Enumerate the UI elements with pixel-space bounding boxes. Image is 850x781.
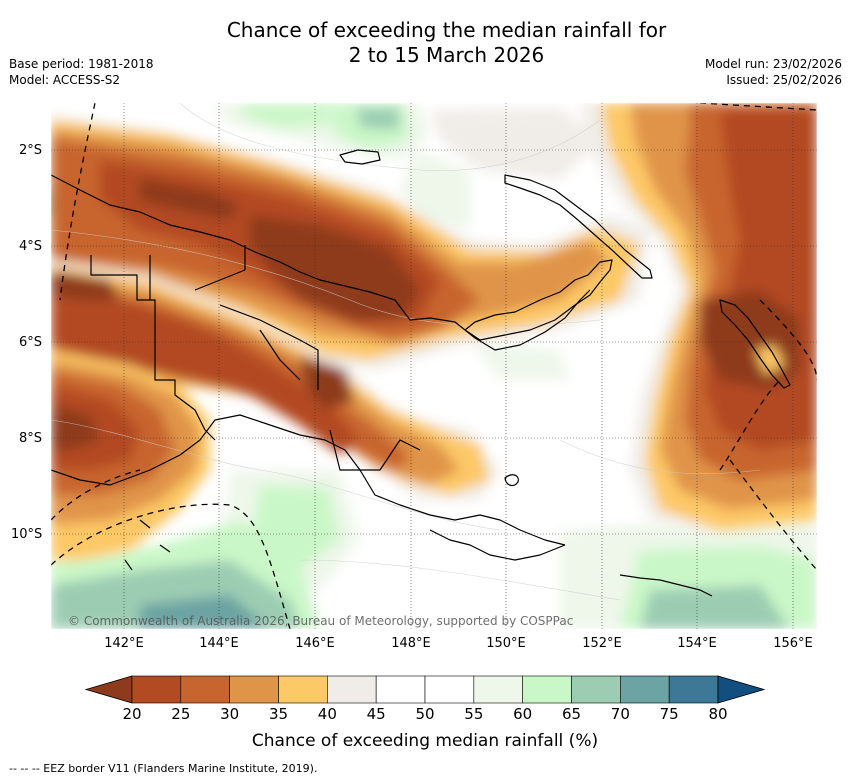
colorbar-tick-label: 80	[708, 705, 728, 723]
lon-label-154e: 154°E	[677, 636, 717, 651]
colorbar-tick-label: 50	[415, 705, 435, 723]
colorbar-tick-label: 25	[171, 705, 191, 723]
meta-left: Base period: 1981-2018 Model: ACCESS-S2	[9, 56, 154, 88]
colorbar-tick-label: 45	[366, 705, 386, 723]
eez-borders	[51, 103, 817, 629]
lon-label-156e: 156°E	[773, 636, 813, 651]
papuan-peninsula	[429, 529, 566, 561]
colorbar-segment	[668, 675, 719, 704]
colorbar-tick-label: 70	[610, 705, 630, 723]
colorbar-segment	[522, 675, 572, 704]
colorbar-tick-label: 60	[513, 705, 533, 723]
title-line-1: Chance of exceeding the median rainfall …	[226, 18, 667, 42]
lon-label-142e: 142°E	[104, 636, 144, 651]
eez-legend-note: -- -- -- EEZ border V11 (Flanders Marine…	[9, 762, 318, 775]
colorbar-title: Chance of exceeding median rainfall (%)	[251, 731, 599, 751]
new-britain	[464, 259, 613, 341]
colorbar-segment	[131, 675, 182, 704]
gridlines	[51, 103, 817, 629]
coastlines	[51, 149, 791, 597]
lon-label-150e: 150°E	[486, 636, 526, 651]
issued-date: Issued: 25/02/2026	[726, 73, 842, 87]
title-line-2: 2 to 15 March 2026	[348, 43, 545, 67]
lat-label-8s: 8°S	[19, 431, 43, 446]
colorbar-tick-label: 65	[561, 705, 582, 723]
lat-label-10s: 10°S	[11, 527, 43, 542]
colorbar-tick-label: 55	[464, 705, 484, 723]
colorbar-segment	[620, 675, 670, 704]
base-period: Base period: 1981-2018	[9, 57, 154, 71]
lat-label-4s: 4°S	[19, 239, 43, 254]
copyright-notice: © Commonwealth of Australia 2026, Bureau…	[68, 614, 574, 628]
bougainville	[719, 299, 791, 389]
colorbar-tick-label: 30	[220, 705, 240, 723]
dry-anomaly-regions	[51, 103, 817, 560]
colorbar-segment	[278, 675, 328, 704]
colorbar-segment	[424, 675, 475, 704]
new-guinea-south-coast	[51, 414, 566, 546]
colorbar-arrow-high	[717, 675, 766, 704]
international-border	[90, 255, 216, 441]
colorbar-segment	[473, 675, 523, 704]
colorbar	[84, 675, 766, 704]
lon-label-144e: 144°E	[199, 636, 239, 651]
colorbar-tick-label: 40	[317, 705, 337, 723]
colorbar-tick-label: 20	[122, 705, 142, 723]
d-entrecasteaux-islands	[504, 474, 519, 487]
new-ireland	[504, 174, 653, 279]
colorbar-tick-label: 35	[268, 705, 289, 723]
model-name: Model: ACCESS-S2	[9, 73, 121, 87]
meta-right: Model run: 23/02/2026 Issued: 25/02/2026	[705, 56, 842, 88]
page-title: Chance of exceeding the median rainfall …	[0, 18, 850, 68]
torres-strait-islands	[124, 519, 171, 571]
lon-label-146e: 146°E	[295, 636, 335, 651]
lat-label-2s: 2°S	[19, 143, 43, 158]
new-guinea-north-coast	[51, 174, 591, 351]
model-run: Model run: 23/02/2026	[704, 57, 842, 71]
contour-lines	[51, 103, 761, 601]
colorbar-segment	[571, 675, 621, 704]
colorbar-segment	[229, 675, 279, 704]
colorbar-segment	[180, 675, 230, 704]
colorbar-tick-label: 75	[659, 705, 679, 723]
lon-label-152e: 152°E	[582, 636, 622, 651]
lon-label-148e: 148°E	[391, 636, 431, 651]
louisiade-archipelago	[619, 574, 713, 597]
province-boundaries	[149, 245, 421, 471]
colorbar-arrow-low	[84, 675, 133, 704]
colorbar-segment	[375, 675, 426, 704]
colorbar-segment	[327, 675, 377, 704]
lat-label-6s: 6°S	[19, 335, 43, 350]
